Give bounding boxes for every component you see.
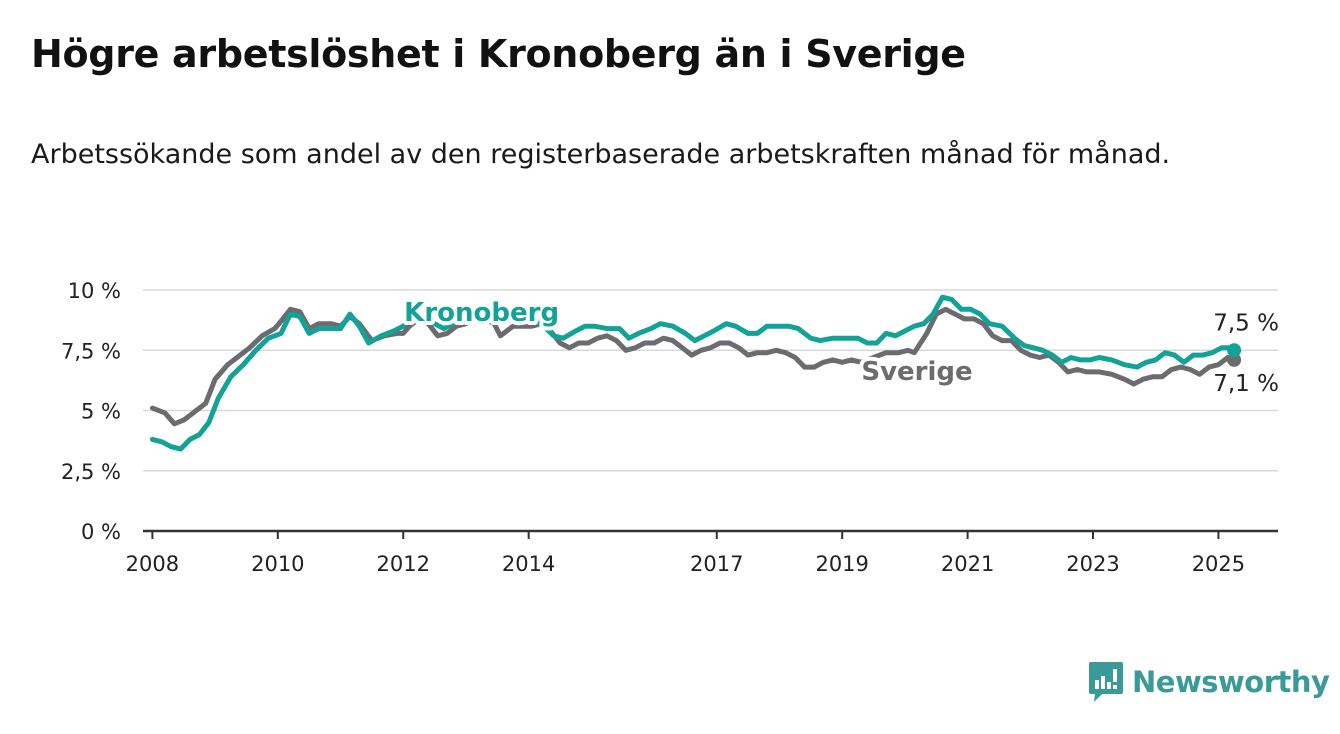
kronoberg-series-label-halo: Kronoberg	[404, 298, 559, 328]
sverige-end-point	[1227, 352, 1242, 367]
y-tick-label: 10 %	[68, 279, 121, 303]
x-axis-ticks: 2008 2010 2012 2014 2017 2019 2021 2023 2025	[126, 529, 1278, 576]
sverige-series-label: Sverige	[861, 357, 972, 387]
x-tick-label: 2012	[377, 552, 430, 576]
series-lines	[149, 294, 1242, 452]
bar-chart-icon	[1089, 662, 1123, 702]
x-tick-label: 2008	[126, 552, 179, 576]
x-tick-label: 2021	[941, 552, 994, 576]
y-tick-label: 0 %	[81, 520, 121, 544]
y-tick-label: 7,5 %	[61, 339, 121, 363]
kronoberg-line	[149, 294, 1237, 452]
sverige-series-label-halo: Sverige	[861, 357, 972, 387]
kronoberg-series-label: Kronoberg	[404, 298, 559, 328]
kronoberg-end-label-halo: 7,5 %	[1213, 310, 1279, 336]
x-tick-label: 2025	[1192, 552, 1245, 576]
kronoberg-end-label: 7,5 %	[1213, 310, 1279, 336]
y-tick-label: 2,5 %	[61, 460, 121, 484]
chart-subtitle: Arbetssökande som andel av den registerb…	[31, 139, 1171, 170]
line-chart: 0 % 2,5 % 5 % 7,5 % 10 % 2008 2010 2012 2014 201…	[61, 279, 1283, 576]
newsworthy-logo[interactable]: Newsworthy	[1088, 660, 1330, 704]
brand-name: Newsworthy	[1132, 665, 1330, 699]
y-tick-label: 5 %	[81, 400, 121, 424]
x-tick-label: 2023	[1066, 552, 1119, 576]
x-tick-label: 2019	[815, 552, 868, 576]
kronoberg-end-point	[1227, 343, 1242, 358]
chart-title: Högre arbetslöshet i Kronoberg än i Sver…	[31, 32, 966, 76]
sverige-end-label-halo: 7,1 %	[1213, 371, 1279, 397]
sverige-end-label: 7,1 %	[1213, 371, 1279, 397]
y-axis-ticks: 0 % 2,5 % 5 % 7,5 % 10 %	[61, 279, 121, 544]
grid-lines	[143, 289, 1278, 472]
x-tick-label: 2017	[690, 552, 743, 576]
x-tick-label: 2014	[502, 552, 555, 576]
x-tick-label: 2010	[251, 552, 304, 576]
sverige-line	[149, 306, 1237, 427]
